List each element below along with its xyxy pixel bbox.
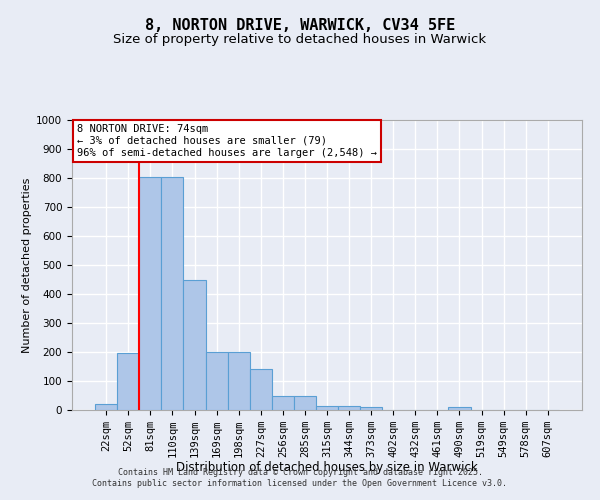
Bar [139,176,161,410]
Text: 8 NORTON DRIVE: 74sqm
← 3% of detached houses are smaller (79)
96% of semi-detac: 8 NORTON DRIVE: 74sqm ← 3% of detached h… [77,124,377,158]
Bar [117,354,139,410]
Bar [206,352,227,410]
Bar [250,370,272,410]
Bar [316,406,338,410]
Y-axis label: Number of detached properties: Number of detached properties [22,178,32,352]
Text: Size of property relative to detached houses in Warwick: Size of property relative to detached ho… [113,32,487,46]
Bar [448,407,470,410]
Bar [227,352,250,410]
Bar [360,407,382,410]
X-axis label: Distribution of detached houses by size in Warwick: Distribution of detached houses by size … [176,462,478,474]
Bar [184,280,206,410]
Bar [294,396,316,410]
Bar [338,406,360,410]
Bar [95,404,117,410]
Bar [272,396,294,410]
Text: 8, NORTON DRIVE, WARWICK, CV34 5FE: 8, NORTON DRIVE, WARWICK, CV34 5FE [145,18,455,32]
Bar [161,176,184,410]
Text: Contains HM Land Registry data © Crown copyright and database right 2025.
Contai: Contains HM Land Registry data © Crown c… [92,468,508,487]
